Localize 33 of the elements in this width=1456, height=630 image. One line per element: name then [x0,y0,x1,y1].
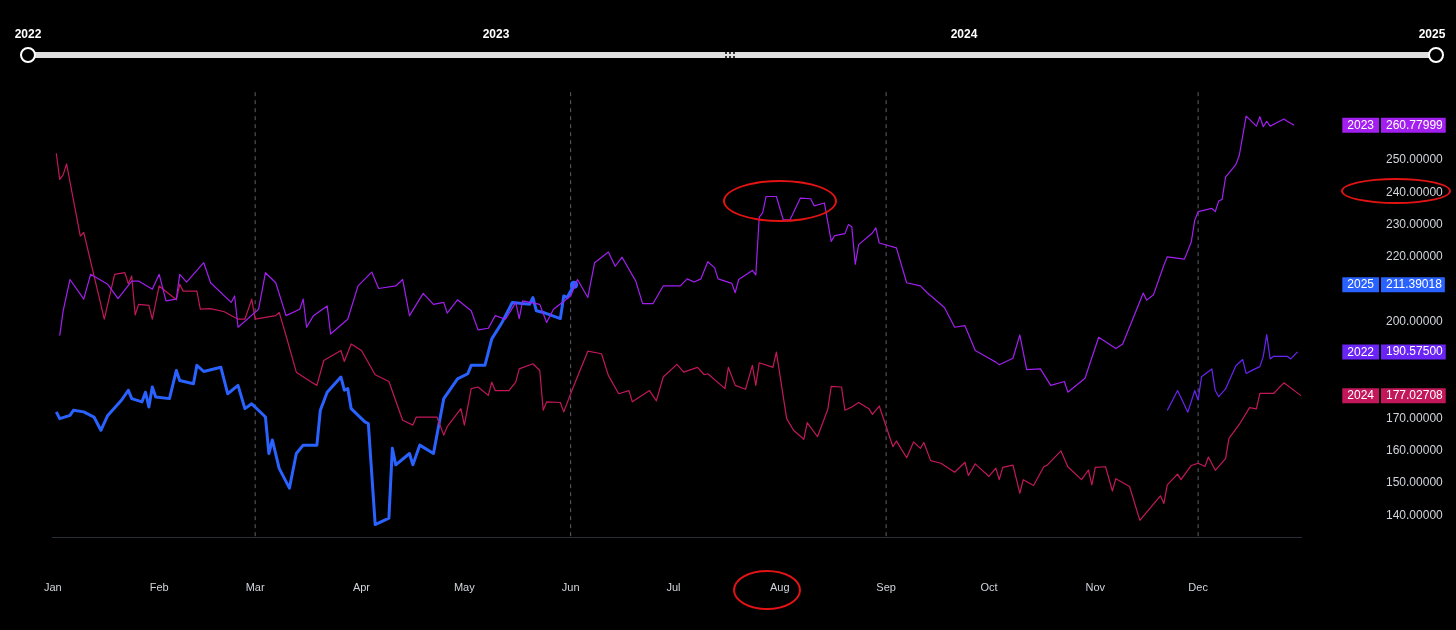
x-tick-label: Dec [1188,581,1209,594]
y-tick-label: 240.00000 [1386,184,1444,199]
text: 2024 [950,27,978,41]
y-tick-label: 140.00000 [1386,507,1444,522]
x-tick-label: Apr [352,581,371,594]
text: 2023 [482,27,510,41]
y-tick-label: 220.00000 [1386,249,1444,264]
x-tick-label: Jun [561,581,580,594]
y-tick-label: 260.77999 [1386,117,1444,132]
y-tick-label: 230.00000 [1386,216,1444,231]
x-tick-label: Aug [770,581,790,594]
y-tick-label: 170.00000 [1386,410,1444,425]
text: 2022 [14,27,42,41]
y-tick-label: 250.00000 [1386,152,1444,167]
text: 2024 [1347,388,1375,403]
x-tick-label: Nov [1085,581,1106,594]
text: 2025 [1347,277,1375,292]
x-tick-label: May [453,581,476,594]
text: 2022 [1347,344,1375,359]
x-tick-label: Oct [980,581,998,594]
x-tick-label: Jan [43,581,62,594]
y-tick-label: 177.02708 [1386,387,1444,402]
y-tick-label: 160.00000 [1386,442,1444,457]
x-tick-label: Feb [149,581,169,594]
y-tick-label: 200.00000 [1386,313,1444,328]
x-tick-label: Mar [245,581,265,594]
text: 2023 [1347,118,1375,133]
text: 2025 [1418,27,1446,41]
x-tick-label: Jul [666,581,681,594]
x-tick-label: Sep [876,581,896,594]
y-tick-label: 190.57500 [1386,344,1444,359]
y-tick-label: 211.39018 [1386,276,1443,291]
y-tick-label: 150.00000 [1386,475,1444,490]
